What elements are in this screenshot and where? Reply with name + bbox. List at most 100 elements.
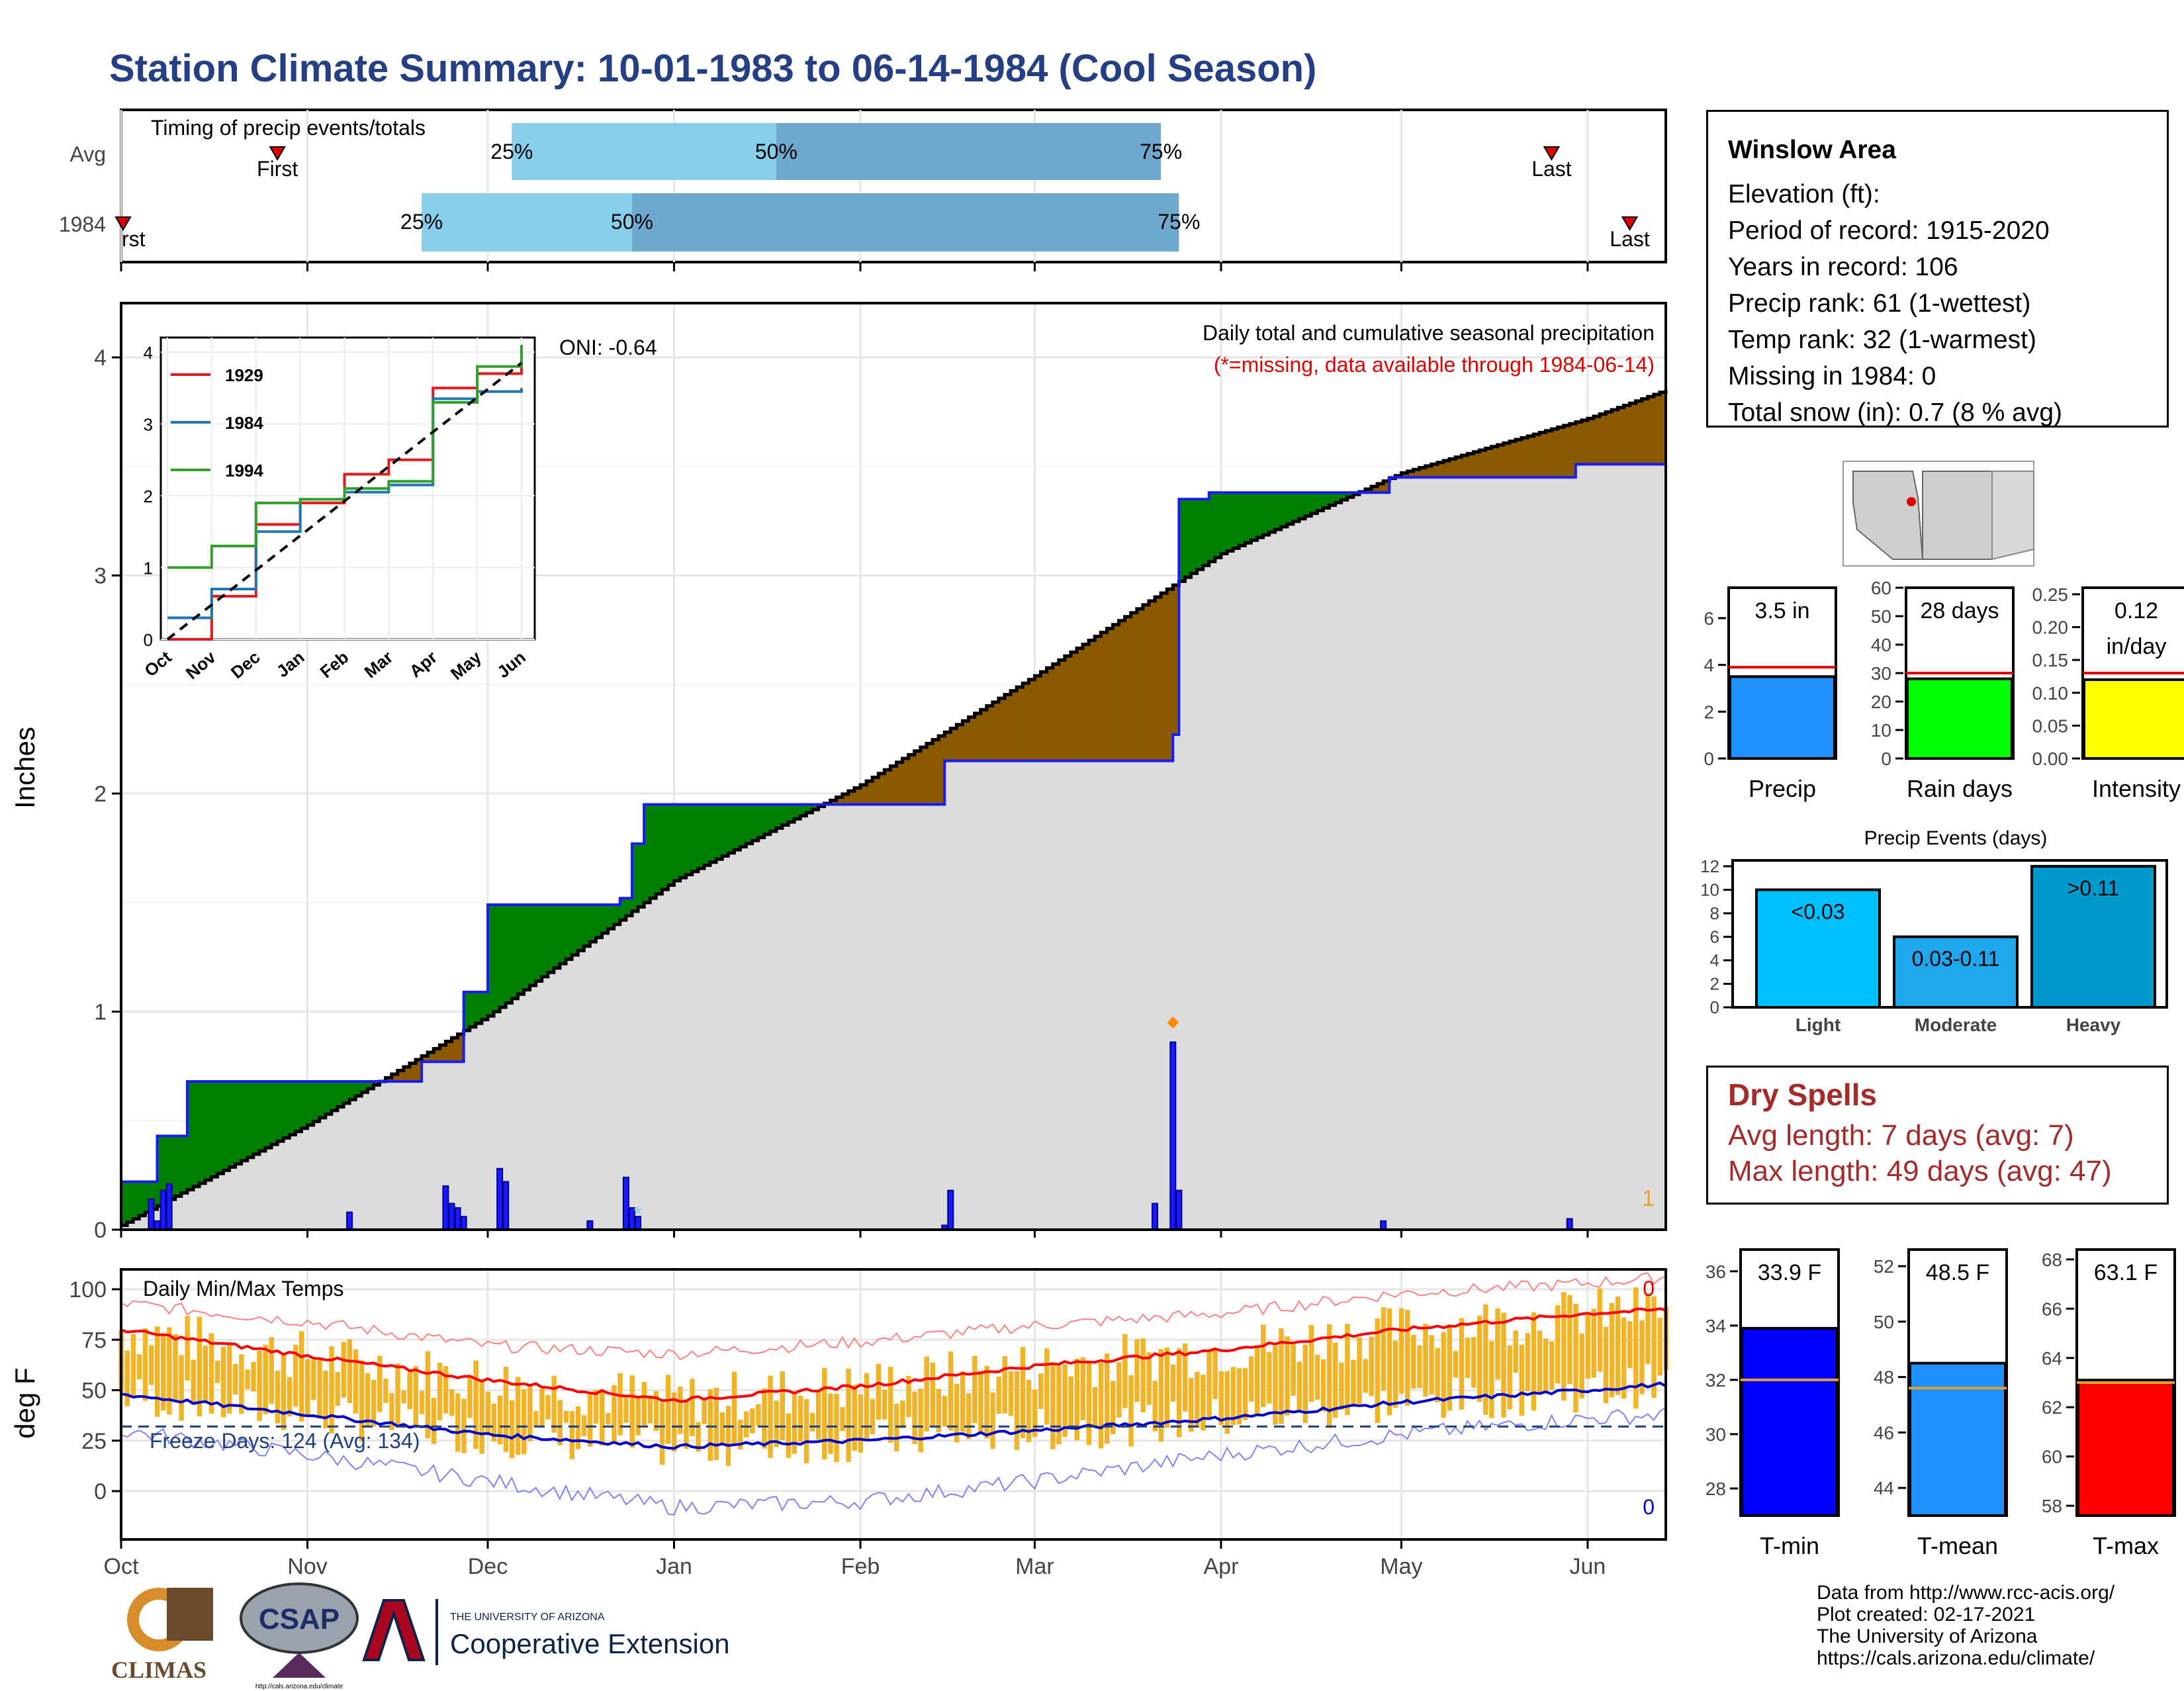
precip-base-fill — [1659, 464, 1666, 1230]
daily-temp-bar — [377, 1355, 383, 1412]
daily-temp-bar — [1639, 1320, 1645, 1394]
precip-base-fill — [139, 1215, 146, 1230]
precip-anomaly-fill — [1569, 424, 1576, 478]
daily-temp-bar — [1242, 1367, 1248, 1420]
precip-base-fill — [385, 1081, 392, 1230]
precip-anomaly-fill — [428, 1052, 434, 1062]
precip-anomaly-fill — [1305, 492, 1312, 516]
precip-anomaly-fill — [403, 1066, 410, 1081]
precip-anomaly-fill — [992, 702, 999, 761]
daily-temp-bar — [1404, 1310, 1410, 1406]
daily-precip-bar — [165, 1183, 173, 1231]
precip-base-fill — [1245, 543, 1251, 1230]
daily-temp-bar — [437, 1363, 443, 1421]
precip-base-fill — [1173, 735, 1179, 1230]
precip-anomaly-fill — [127, 1181, 134, 1222]
summary-y-tick-label: 30 — [1706, 1424, 1726, 1445]
precip-anomaly-fill — [1185, 499, 1192, 578]
daily-temp-bar — [167, 1327, 172, 1415]
month-axis-label: Dec — [468, 1554, 508, 1579]
missing-data-marker: * — [633, 1202, 642, 1227]
station-info-line: Temp rank: 32 (1-warmest) — [1728, 326, 2036, 354]
precip-base-fill — [1185, 577, 1192, 1230]
precip-anomaly-fill — [463, 991, 471, 1031]
station-info-line: Total snow (in): 0.7 (8 % avg) — [1728, 398, 2063, 427]
station-info-line: Precip rank: 61 (1-wettest) — [1728, 289, 2031, 318]
precip-base-fill — [980, 760, 987, 1230]
precip-panel-frame — [120, 302, 1667, 1231]
daily-temp-bar — [815, 1391, 821, 1440]
precip-anomaly-fill — [506, 905, 512, 1003]
precip-anomaly-fill — [1095, 636, 1101, 761]
daily-temp-bar — [479, 1379, 484, 1454]
station-info-box: Winslow Area Elevation (ft): Period of r… — [1706, 110, 2169, 428]
daily-temp-bar — [1038, 1373, 1044, 1409]
precip-base-fill — [914, 804, 921, 1230]
precip-anomaly-fill — [385, 1077, 392, 1081]
precip-base-fill — [1533, 477, 1540, 1230]
record-min-line — [120, 1406, 1666, 1516]
precip-base-fill — [397, 1081, 404, 1230]
precip-base-fill — [1587, 464, 1594, 1230]
precip-anomaly-fill — [1491, 446, 1498, 478]
freeze-days-label: Freeze Days: 124 (Avg: 134) — [150, 1429, 420, 1453]
precip-anomaly-fill — [740, 804, 747, 847]
daily-precip-bar — [1152, 1203, 1159, 1230]
precip-anomaly-fill — [1419, 467, 1426, 478]
precip-base-fill — [506, 1003, 512, 1230]
precip-anomaly-fill — [608, 905, 615, 929]
daily-temp-bar — [1110, 1381, 1116, 1434]
daily-temp-bar — [864, 1373, 870, 1441]
precip-anomaly-fill — [878, 773, 885, 805]
daily-temp-bar — [413, 1365, 419, 1428]
daily-temp-bar — [401, 1390, 406, 1404]
precip-base-fill — [1136, 760, 1144, 1230]
precip-base-fill — [1083, 760, 1089, 1230]
precip-base-fill — [1623, 464, 1631, 1230]
precip-base-fill — [1437, 477, 1444, 1230]
daily-temp-bar — [311, 1359, 316, 1400]
daily-temp-bar — [449, 1389, 455, 1416]
daily-temp-bar — [587, 1394, 593, 1447]
precip-base-fill — [1503, 477, 1510, 1230]
precip-anomaly-fill — [343, 1081, 350, 1103]
precip-anomaly-fill — [914, 751, 921, 805]
daily-temp-bar — [1218, 1371, 1224, 1426]
daily-temp-bar — [136, 1354, 142, 1380]
summary-value-label: 28 days — [1920, 598, 1999, 623]
precip-base-fill — [572, 954, 578, 1230]
precip-anomaly-fill — [1220, 492, 1228, 554]
precip-base-fill — [1425, 477, 1432, 1230]
precip-anomaly-fill — [698, 804, 705, 869]
precip-anomaly-fill — [794, 804, 801, 819]
daily-temp-bar — [226, 1342, 232, 1414]
events-y-tick-label: 4 — [1710, 950, 1719, 970]
precip-anomaly-fill — [1455, 457, 1462, 478]
precip-base-fill — [439, 1062, 447, 1230]
daily-temp-bar — [455, 1393, 461, 1452]
inset-series-line — [167, 345, 523, 569]
university-of-arizona-logo: THE UNIVERSITY OF ARIZONA Cooperative Ex… — [362, 1599, 730, 1665]
1984-q2-q3-bar — [631, 193, 1179, 251]
summary-bar — [1906, 677, 2013, 760]
precip-base-fill — [1612, 464, 1618, 1230]
daily-temp-bar — [335, 1371, 340, 1406]
temp-panel-bg — [121, 1269, 1666, 1539]
precip-anomaly-fill — [1431, 464, 1438, 478]
daily-temp-bar — [298, 1331, 304, 1422]
precip-anomaly-fill — [451, 1038, 459, 1062]
station-info-line: Period of record: 1915-2020 — [1728, 216, 2050, 245]
precip-base-fill — [1359, 492, 1366, 1230]
daily-temp-bar — [130, 1334, 136, 1396]
events-bar-label: >0.11 — [2068, 876, 2120, 900]
daily-temp-bar — [1291, 1344, 1296, 1396]
precip-anomaly-fill — [1011, 690, 1017, 761]
precip-base-fill — [1058, 760, 1066, 1230]
timing-panel-label: Timing of precip events/totals — [151, 116, 426, 140]
daily-precip-bar — [159, 1189, 167, 1230]
daily-temp-bar — [774, 1400, 779, 1447]
daily-temp-bar — [293, 1344, 298, 1407]
precip-base-fill — [944, 760, 951, 1230]
1984-first-marker — [114, 216, 132, 231]
daily-temp-bar — [1195, 1371, 1200, 1428]
